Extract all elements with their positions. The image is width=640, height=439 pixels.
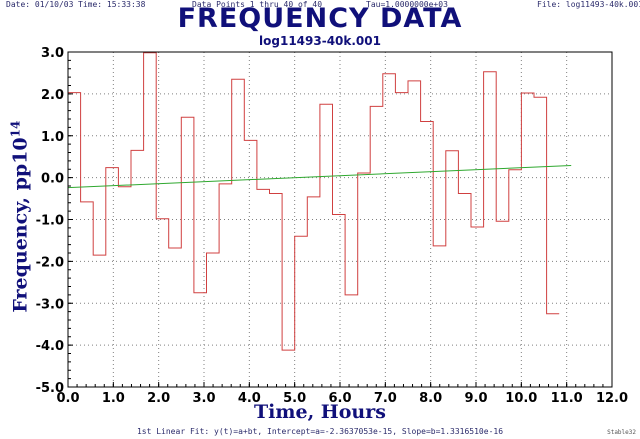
chart-subtitle: log11493-40k.001 xyxy=(259,34,381,48)
x-axis-label: Time, Hours xyxy=(254,401,386,423)
software-credit: Stable32 xyxy=(607,429,636,436)
x-tick-label: 8.0 xyxy=(419,391,442,406)
linear-fit-line xyxy=(67,164,572,189)
y-tick-label: 3.0 xyxy=(41,46,64,61)
chart-title: FREQUENCY DATA xyxy=(177,3,463,34)
x-tick-label: 6.0 xyxy=(328,391,351,406)
x-tick-label: 3.0 xyxy=(192,391,215,406)
y-tick-label: -5.0 xyxy=(36,381,64,396)
header-date: Date: 01/10/03 xyxy=(6,0,74,9)
series xyxy=(67,52,572,351)
fit-summary: 1st Linear Fit: y(t)=a+bt, Intercept=a=-… xyxy=(136,427,504,436)
x-tick-label: 10.0 xyxy=(505,391,537,406)
x-tick-label: 5.0 xyxy=(283,391,306,406)
y-tick-label: 0.0 xyxy=(41,172,64,187)
y-tick-label: -2.0 xyxy=(36,255,64,270)
frequency-step-line xyxy=(68,52,560,351)
x-tick-label: 7.0 xyxy=(374,391,397,406)
axis-ticks: 0.0 1.0 2.0 3.0 4.0 5.0 6.0 7.0 8.0 9.0 10.0 11.0 12… xyxy=(36,46,628,406)
plot-frame xyxy=(67,51,613,388)
x-tick-label: 2.0 xyxy=(147,391,170,406)
y-tick-label: 2.0 xyxy=(41,88,64,103)
header-file: File: log11493-40k.001 xyxy=(537,0,640,9)
x-tick-label: 11.0 xyxy=(551,391,583,406)
y-tick-label: 1.0 xyxy=(41,130,64,145)
y-tick-label: -3.0 xyxy=(36,297,64,312)
x-tick-label: 1.0 xyxy=(102,391,125,406)
y-tick-label: -4.0 xyxy=(36,339,64,354)
header-data-points: Data Points 1 thru 40 of 40 xyxy=(192,0,323,9)
x-tick-label: 12.0 xyxy=(596,391,628,406)
header-time: Time: 15:33:38 xyxy=(78,0,146,9)
x-tick-label: 9.0 xyxy=(464,391,487,406)
x-tick-label: 4.0 xyxy=(238,391,261,406)
y-tick-label: -1.0 xyxy=(36,214,64,229)
x-tick-label: 0.0 xyxy=(56,391,79,406)
header-tau: Tau=1.0000000e+03 xyxy=(366,0,448,9)
grid xyxy=(68,52,612,387)
